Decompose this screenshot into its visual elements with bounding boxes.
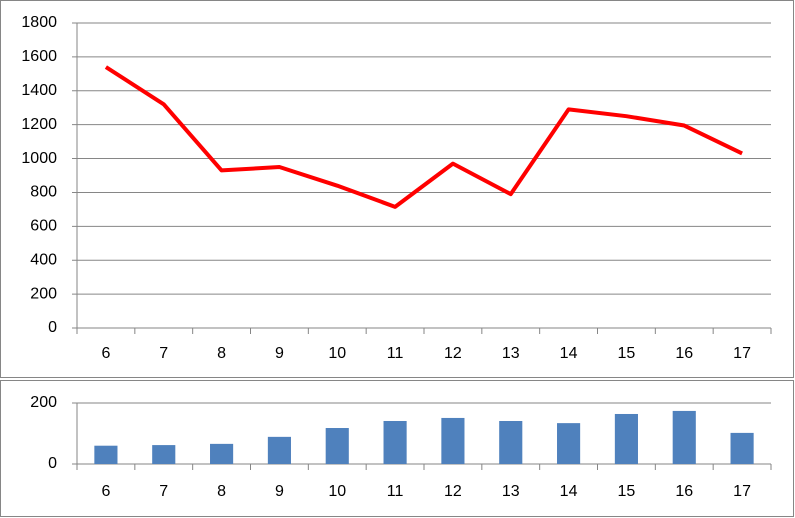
bar: [325, 428, 349, 464]
bar: [383, 420, 407, 464]
x-tick-label: 8: [217, 345, 226, 362]
line-series: [104, 65, 743, 209]
y-tick-label: 1200: [21, 116, 57, 133]
x-tick-label: 12: [444, 345, 462, 362]
x-tick-label: 14: [560, 483, 578, 500]
bar: [210, 443, 234, 464]
bar: [730, 432, 754, 464]
x-tick-label: 7: [159, 345, 168, 362]
y-tick-label: 1400: [21, 82, 57, 99]
x-tick-label: 13: [502, 345, 520, 362]
bar: [672, 410, 696, 464]
x-tick-label: 9: [275, 345, 284, 362]
x-tick-label: 7: [159, 483, 168, 500]
x-tick-label: 15: [618, 483, 636, 500]
bar: [614, 413, 638, 464]
y-tick-label: 1600: [21, 48, 57, 65]
y-tick-label: 1000: [21, 150, 57, 167]
x-tick-label: 17: [733, 345, 751, 362]
x-tick-label: 15: [618, 345, 636, 362]
y-tick-label: 0: [48, 319, 57, 336]
x-tick-label: 16: [675, 483, 693, 500]
y-tick-label: 200: [30, 394, 57, 411]
x-tick-label: 6: [101, 345, 110, 362]
bar: [152, 445, 176, 464]
bar: [441, 417, 465, 464]
x-tick-label: 14: [560, 345, 578, 362]
x-tick-label: 13: [502, 483, 520, 500]
x-tick-label: 10: [328, 345, 346, 362]
x-tick-label: 8: [217, 483, 226, 500]
bar: [557, 423, 581, 464]
bar: [267, 436, 291, 464]
x-tick-label: 11: [387, 345, 404, 362]
y-tick-label: 0: [48, 455, 57, 472]
y-tick-label: 1800: [21, 14, 57, 31]
x-tick-label: 16: [675, 345, 693, 362]
x-tick-label: 6: [101, 483, 110, 500]
x-tick-label: 9: [275, 483, 284, 500]
x-tick-label: 17: [733, 483, 751, 500]
bar: [94, 445, 118, 464]
y-tick-label: 800: [30, 184, 57, 201]
y-tick-label: 600: [30, 218, 57, 235]
x-tick-label: 10: [328, 483, 346, 500]
y-tick-label: 200: [30, 285, 57, 302]
x-tick-label: 11: [387, 483, 404, 500]
bar: [499, 420, 523, 464]
y-tick-label: 400: [30, 251, 57, 268]
x-tick-label: 12: [444, 483, 462, 500]
panel-frame: [0, 0, 794, 378]
